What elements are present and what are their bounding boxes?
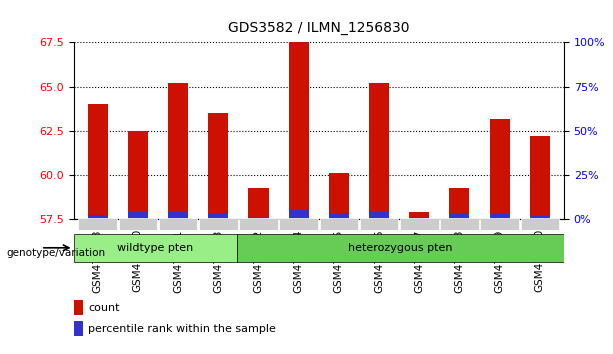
FancyBboxPatch shape [360,218,398,230]
Bar [329,214,349,219]
FancyBboxPatch shape [239,218,278,230]
FancyBboxPatch shape [400,218,438,230]
Bar [74,300,83,315]
Title: GDS3582 / ILMN_1256830: GDS3582 / ILMN_1256830 [228,21,409,34]
Bar [369,83,389,219]
Bar [168,83,188,219]
FancyBboxPatch shape [118,218,157,230]
Bar [128,131,148,219]
FancyBboxPatch shape [481,218,519,230]
FancyBboxPatch shape [440,218,479,230]
Bar [74,321,83,336]
Bar [409,217,429,219]
FancyBboxPatch shape [520,218,559,230]
Text: genotype/variation: genotype/variation [6,248,105,258]
Bar [449,188,470,219]
Bar [449,213,470,219]
Bar [88,215,108,219]
FancyBboxPatch shape [74,234,237,262]
Bar [329,173,349,219]
Bar [530,216,550,219]
Text: count: count [88,303,120,313]
Bar [248,217,268,219]
FancyBboxPatch shape [159,218,197,230]
Bar [289,42,309,219]
Bar [530,136,550,219]
Bar [289,210,309,219]
Bar [208,213,228,219]
Text: heterozygous pten: heterozygous pten [348,243,453,253]
FancyBboxPatch shape [319,218,358,230]
Bar [409,212,429,219]
FancyBboxPatch shape [237,234,564,262]
FancyBboxPatch shape [78,218,117,230]
Bar [208,113,228,219]
Text: wildtype pten: wildtype pten [117,243,194,253]
FancyBboxPatch shape [280,218,318,230]
Bar [369,212,389,219]
Text: percentile rank within the sample: percentile rank within the sample [88,324,276,334]
Bar [168,211,188,219]
Bar [490,213,509,219]
Bar [88,104,108,219]
Bar [128,212,148,219]
FancyBboxPatch shape [199,218,238,230]
Bar [490,119,509,219]
Bar [248,188,268,219]
